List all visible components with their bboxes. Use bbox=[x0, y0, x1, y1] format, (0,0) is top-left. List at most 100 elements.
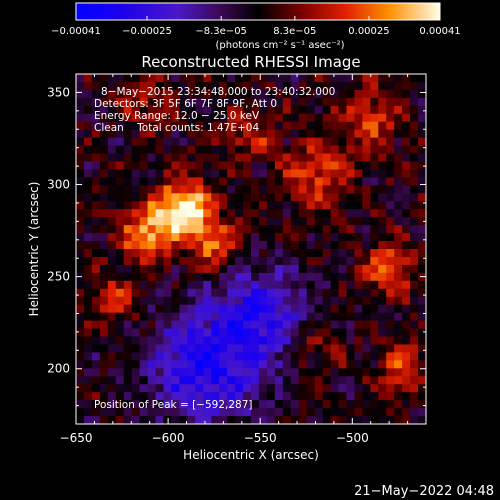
heatmap-cell bbox=[107, 296, 117, 306]
heatmap-cell bbox=[322, 201, 331, 210]
heatmap-cell bbox=[290, 352, 300, 361]
heatmap-cell bbox=[418, 320, 427, 329]
heatmap-cell bbox=[235, 201, 244, 210]
heatmap-cell bbox=[76, 129, 85, 139]
heatmap-cell bbox=[163, 153, 172, 162]
heatmap-cell bbox=[258, 161, 268, 170]
heatmap-cell bbox=[139, 193, 148, 202]
heatmap-cell bbox=[338, 408, 347, 417]
heatmap-cell bbox=[147, 233, 156, 242]
heatmap-cell bbox=[282, 241, 292, 250]
heatmap-cell bbox=[290, 264, 300, 274]
colorbar-tick-label: −8.3e−05 bbox=[195, 26, 247, 37]
heatmap-cell bbox=[123, 129, 133, 139]
heatmap-cell bbox=[370, 81, 379, 91]
heatmap-cell bbox=[147, 352, 156, 361]
heatmap-cell bbox=[187, 336, 196, 345]
heatmap-cell bbox=[179, 312, 188, 321]
heatmap-cell bbox=[386, 161, 395, 170]
heatmap-cell bbox=[386, 312, 395, 321]
heatmap-cell bbox=[235, 161, 244, 170]
heatmap-cell bbox=[139, 209, 148, 218]
heatmap-cell bbox=[83, 177, 93, 186]
heatmap-cell bbox=[99, 113, 109, 123]
heatmap-cell bbox=[362, 74, 371, 83]
heatmap-cell bbox=[298, 384, 308, 393]
heatmap-cell bbox=[91, 74, 101, 83]
heatmap-cell bbox=[243, 137, 252, 146]
heatmap-cell bbox=[243, 312, 252, 321]
heatmap-cell bbox=[251, 256, 260, 266]
heatmap-cell bbox=[243, 225, 252, 234]
heatmap-cell bbox=[155, 185, 164, 194]
heatmap-cell bbox=[179, 129, 188, 139]
heatmap-cell bbox=[123, 81, 133, 91]
heatmap-cell bbox=[322, 416, 331, 425]
heatmap-cell bbox=[155, 392, 164, 401]
heatmap-cell bbox=[203, 177, 212, 186]
heatmap-cell bbox=[187, 89, 196, 99]
heatmap-cell bbox=[76, 360, 85, 369]
heatmap-cell bbox=[115, 416, 125, 425]
heatmap-cell bbox=[115, 121, 125, 131]
heatmap-cell bbox=[338, 113, 347, 123]
heatmap-cell bbox=[83, 193, 93, 202]
heatmap-cell bbox=[163, 256, 172, 266]
heatmap-cell bbox=[362, 217, 371, 226]
heatmap-cell bbox=[219, 137, 228, 146]
heatmap-cell bbox=[378, 241, 387, 250]
heatmap-cell bbox=[131, 161, 141, 170]
heatmap-cell bbox=[179, 97, 188, 107]
heatmap-cell bbox=[91, 121, 101, 131]
heatmap-cell bbox=[147, 264, 156, 274]
heatmap-cell bbox=[378, 264, 387, 274]
heatmap-cell bbox=[235, 137, 244, 146]
heatmap-cell bbox=[306, 384, 316, 393]
heatmap-cell bbox=[346, 416, 355, 425]
heatmap-cell bbox=[266, 185, 276, 194]
heatmap-cell bbox=[91, 137, 101, 146]
heatmap-cell bbox=[370, 161, 379, 170]
heatmap-cell bbox=[306, 264, 316, 274]
heatmap-cell bbox=[91, 288, 101, 298]
heatmap-cell bbox=[282, 320, 292, 329]
heatmap-cell bbox=[370, 328, 379, 337]
heatmap-cell bbox=[123, 376, 133, 385]
heatmap-cell bbox=[330, 280, 339, 290]
heatmap-cell bbox=[354, 296, 363, 306]
heatmap-cell bbox=[258, 81, 268, 91]
heatmap-cell bbox=[203, 264, 212, 274]
heatmap-cell bbox=[394, 336, 403, 345]
heatmap-cell bbox=[251, 201, 260, 210]
heatmap-cell bbox=[147, 81, 156, 91]
heatmap-cell bbox=[330, 241, 339, 250]
heatmap-cell bbox=[171, 241, 180, 250]
heatmap-cell bbox=[211, 137, 220, 146]
heatmap-cell bbox=[330, 256, 339, 266]
heatmap-cell bbox=[115, 161, 125, 170]
heatmap-cell bbox=[171, 89, 180, 99]
heatmap-cell bbox=[298, 368, 308, 377]
heatmap-cell bbox=[155, 89, 164, 99]
heatmap-cell bbox=[298, 328, 308, 337]
heatmap-cell bbox=[219, 328, 228, 337]
heatmap-cell bbox=[219, 217, 228, 226]
heatmap-cell bbox=[99, 169, 109, 178]
heatmap-cell bbox=[251, 169, 260, 178]
heatmap-cell bbox=[290, 400, 300, 409]
heatmap-cell bbox=[211, 241, 220, 250]
heatmap-cell bbox=[386, 392, 395, 401]
heatmap-cell bbox=[386, 209, 395, 218]
heatmap-cell bbox=[306, 376, 316, 385]
heatmap-cell bbox=[386, 185, 395, 194]
heatmap-cell bbox=[147, 384, 156, 393]
y-tick-label: 300 bbox=[47, 178, 70, 192]
heatmap-cell bbox=[227, 225, 236, 234]
heatmap-cell bbox=[83, 392, 93, 401]
x-axis-label: Heliocentric X (arcsec) bbox=[183, 448, 319, 462]
heatmap-cell bbox=[330, 296, 339, 306]
heatmap-cell bbox=[362, 280, 371, 290]
heatmap-cell bbox=[235, 81, 244, 91]
heatmap-cell bbox=[147, 74, 156, 83]
heatmap-cell bbox=[322, 225, 331, 234]
